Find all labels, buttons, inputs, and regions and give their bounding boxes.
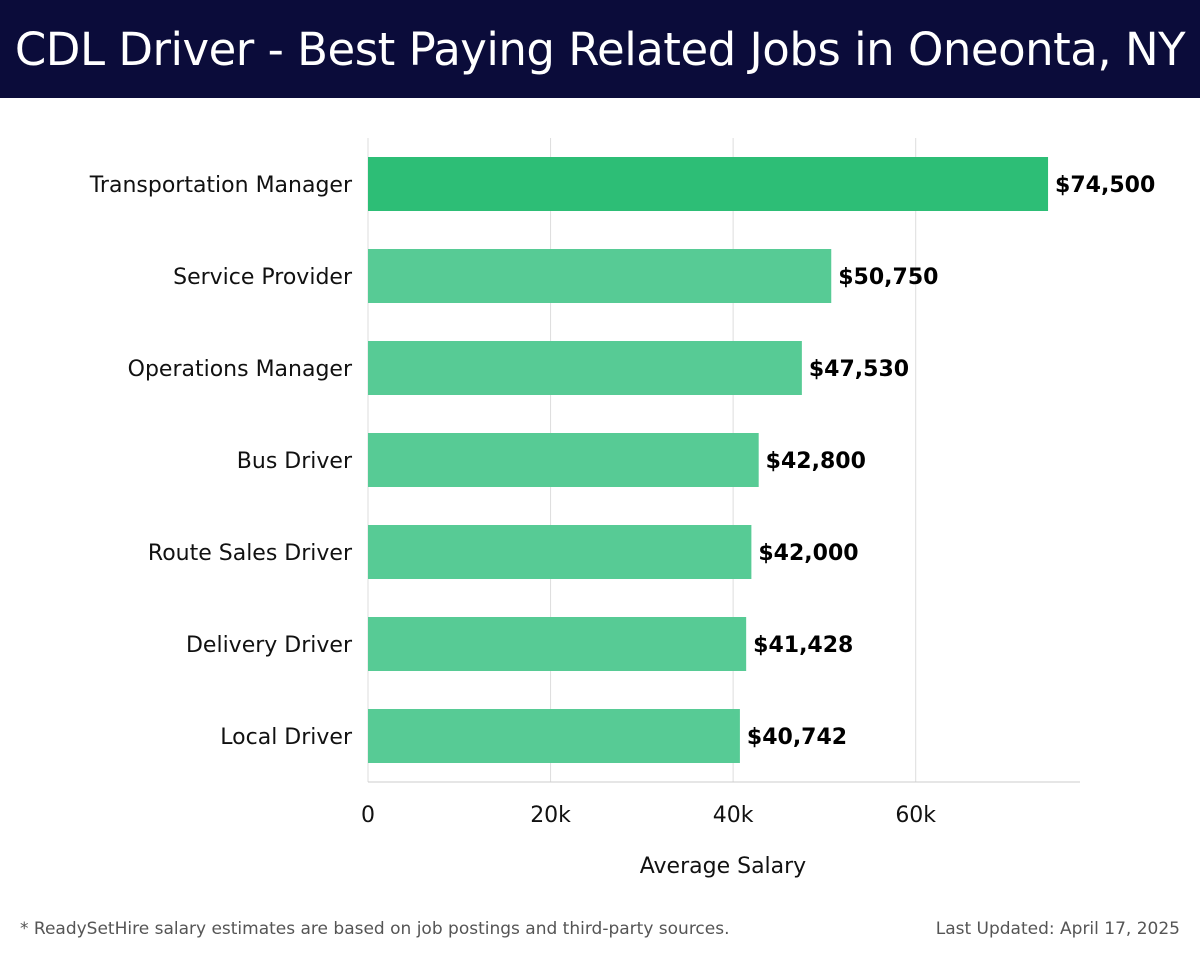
bar [368, 249, 832, 303]
value-label: $74,500 [1055, 173, 1155, 198]
bar [368, 157, 1049, 211]
axis-layer: 0 20k 40k 60k Average Salary [361, 781, 1080, 879]
bar [368, 525, 752, 579]
category-label: Transportation Manager [89, 173, 353, 198]
value-label: $42,000 [758, 541, 858, 566]
x-tick-label: 40k [713, 803, 754, 828]
category-label: Route Sales Driver [148, 541, 353, 566]
category-label: Local Driver [220, 725, 353, 750]
category-label: Delivery Driver [186, 633, 353, 658]
x-axis-title: Average Salary [640, 854, 806, 879]
category-label: Operations Manager [128, 357, 353, 382]
x-tick-label: 0 [361, 803, 375, 828]
value-label: $41,428 [753, 633, 853, 658]
x-tick-label: 60k [895, 803, 936, 828]
bar [368, 341, 802, 395]
last-updated: Last Updated: April 17, 2025 [935, 919, 1180, 939]
bar [368, 709, 740, 763]
value-label: $40,742 [747, 725, 847, 750]
category-label: Service Provider [173, 265, 353, 290]
x-tick-label: 20k [530, 803, 571, 828]
category-label: Bus Driver [237, 449, 353, 474]
labels-layer: Transportation Manager $74,500 Service Pro… [89, 173, 1156, 750]
bar [368, 617, 747, 671]
chart-title: CDL Driver - Best Paying Related Jobs in… [14, 22, 1186, 76]
value-label: $47,530 [809, 357, 909, 382]
value-label: $50,750 [838, 265, 938, 290]
footer-note: * ReadySetHire salary estimates are base… [20, 919, 730, 939]
bar [368, 433, 759, 487]
bars-layer [368, 157, 1049, 763]
chart-header: CDL Driver - Best Paying Related Jobs in… [0, 0, 1200, 98]
value-label: $42,800 [766, 449, 866, 474]
